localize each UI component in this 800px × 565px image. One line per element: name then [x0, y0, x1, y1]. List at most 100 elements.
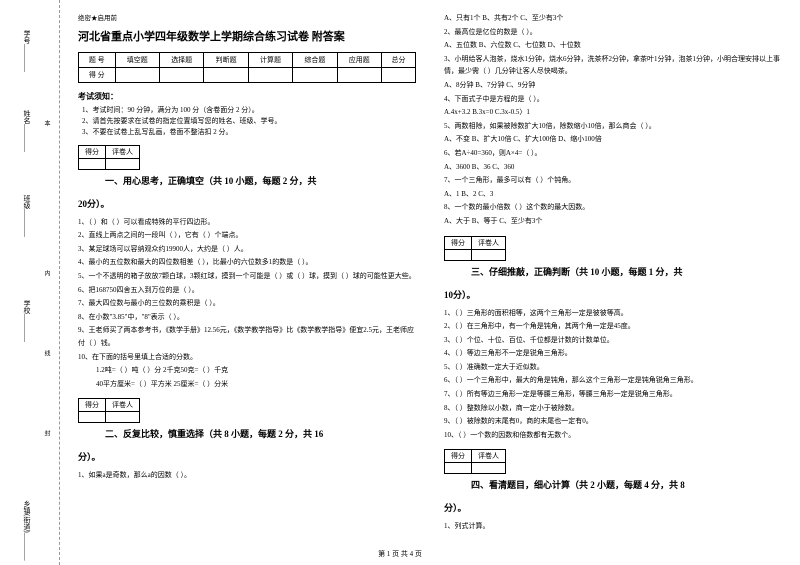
th: 选择题	[160, 53, 204, 68]
td	[381, 68, 415, 83]
margin-label-school: 学校________	[22, 300, 32, 342]
td	[79, 412, 106, 423]
td	[445, 463, 472, 474]
content-area: 绝密★启用前 河北省重点小学四年级数学上学期综合练习试卷 附答案 题 号 填空题…	[60, 0, 800, 565]
q-item: 10、在下面的括号里填上合适的分数。	[78, 351, 416, 364]
q-item: 9、（ ）被除数的末尾有0，商的末尾也一定有0。	[444, 415, 782, 428]
th: 评卷人	[106, 399, 140, 412]
q-item: 2、最高位是亿位的数是（ ）。	[444, 26, 782, 39]
table-row: 得 分	[79, 68, 416, 83]
page: 学号________ 姓名________ 班级________ 学校_____…	[0, 0, 800, 565]
th: 总分	[381, 53, 415, 68]
section-3-cont: 10分）。	[444, 288, 782, 301]
th: 评卷人	[472, 236, 506, 249]
grade-box: 得分评卷人	[444, 236, 506, 261]
q-item: 6、把168750四舍五入到万位的是（ ）。	[78, 284, 416, 297]
q-opt: A、大于 B、等于 C、至少有3个	[444, 215, 782, 228]
left-column: 绝密★启用前 河北省重点小学四年级数学上学期综合练习试卷 附答案 题 号 填空题…	[70, 12, 430, 565]
q-item: 1、列式计算。	[444, 520, 782, 533]
th: 判断题	[204, 53, 248, 68]
q-item: 8、（ ）整数除以小数，商一定小于被除数。	[444, 402, 782, 415]
q-item: 6、若A÷40=360，则A×4=（ ）。	[444, 147, 782, 160]
td	[337, 68, 381, 83]
score-table: 题 号 填空题 选择题 判断题 计算题 综合题 应用题 总分 得 分	[78, 52, 416, 83]
td: 得 分	[79, 68, 116, 83]
q-item: 1、如果a是奇数，那么a的因数（ ）。	[78, 469, 416, 482]
section-3-title: 三、仔细推敲，正确判断（共 10 小题，每题 1 分，共	[444, 265, 782, 278]
q-item: 1、（ ）和（ ）可以看成特殊的平行四边形。	[78, 216, 416, 229]
q-opt: A、只有1个 B、共有2个 C、至少有3个	[444, 12, 782, 25]
th: 题 号	[79, 53, 116, 68]
notice-item: 1、考试时间：90 分钟，满分为 100 分（含卷面分 2 分）。	[82, 105, 416, 116]
td	[472, 249, 506, 260]
q-sub: 1.2吨=（ ）吨（ ）分 2千克50克=（ ）千克	[78, 364, 416, 377]
q-item: 3、小明给客人泡茶，烧水1分钟，烧水6分钟，洗茶杯2分钟，拿茶叶1分钟，泡茶1分…	[444, 53, 782, 78]
td	[115, 68, 159, 83]
q-item: 6、（ ）一个三角形中，最大的角是钝角，那么这个三角形一定是钝角锐角三角形。	[444, 374, 782, 387]
td	[204, 68, 248, 83]
td	[445, 249, 472, 260]
q2-list: 1、如果a是奇数，那么a的因数（ ）。	[78, 469, 416, 482]
th: 评卷人	[106, 145, 140, 158]
q4-list: 1、列式计算。	[444, 520, 782, 533]
q-item: 10、（ ）一个数的因数和倍数都有无数个。	[444, 429, 782, 442]
q-opt: A、五位数 B、六位数 C、七位数 D、十位数	[444, 39, 782, 52]
th: 综合题	[293, 53, 337, 68]
td	[160, 68, 204, 83]
td	[106, 412, 140, 423]
q1-list: 1、（ ）和（ ）可以看成特殊的平行四边形。 2、直线上两点之间的一段叫（ ），…	[78, 216, 416, 391]
q-item: 7、最大四位数与最小的三位数的乘积是（ ）。	[78, 297, 416, 310]
notice-item: 3、不要在试卷上乱写乱画，卷面不整洁扣 2 分。	[82, 127, 416, 138]
secret-label: 绝密★启用前	[78, 12, 416, 22]
td	[79, 158, 106, 169]
q-item: 5、（ ）准确数一定大于近似数。	[444, 361, 782, 374]
td	[248, 68, 292, 83]
td	[472, 463, 506, 474]
section-1-title: 一、用心思考，正确填空（共 10 小题，每题 2 分，共	[78, 174, 416, 187]
notice-title: 考试须知：	[78, 91, 416, 102]
margin-label-class: 班级________	[22, 195, 32, 237]
q-sub: 40平方厘米=（ ）平方米 25厘米=（ ）分米	[78, 378, 416, 391]
td	[293, 68, 337, 83]
q-opt: A、8分钟 B、7分钟 C、9分钟	[444, 79, 782, 92]
margin-label-id: 学号________	[22, 30, 32, 72]
q-item: 9、王老师买了两本参考书，《数学手册》12.56元，《数学教学指导》比《数学教学…	[78, 324, 416, 349]
th: 得分	[445, 450, 472, 463]
exam-title: 河北省重点小学四年级数学上学期综合练习试卷 附答案	[78, 28, 416, 44]
section-4-title: 四、看清题目，细心计算（共 2 小题，每题 4 分，共 8	[444, 478, 782, 491]
section-2-title: 二、反复比较，慎重选择（共 8 小题，每题 2 分，共 16	[78, 427, 416, 440]
notice-list: 1、考试时间：90 分钟，满分为 100 分（含卷面分 2 分）。 2、请首先按…	[78, 105, 416, 139]
q2-cont-list: A、只有1个 B、共有2个 C、至少有3个 2、最高位是亿位的数是（ ）。 A、…	[444, 12, 782, 228]
q-item: 4、最小的五位数和最大的四位数相差（ ），比最小的六位数多1的数是（ ）。	[78, 256, 416, 269]
td	[106, 158, 140, 169]
th: 应用题	[337, 53, 381, 68]
right-column: A、只有1个 B、共有2个 C、至少有3个 2、最高位是亿位的数是（ ）。 A、…	[430, 12, 790, 565]
margin-hint: 本	[42, 120, 51, 126]
q-opt: A、3600 B、36 C、360	[444, 161, 782, 174]
th: 得分	[79, 145, 106, 158]
margin-hint: 封	[42, 430, 51, 436]
q3-list: 1、（ ）三角形的面积相等，这两个三角形一定是彼彼等高。 2、（ ）在三角形中，…	[444, 307, 782, 442]
th: 得分	[445, 236, 472, 249]
q-item: 3、某足球场可以容纳观众约19900人，大约是（ ）人。	[78, 243, 416, 256]
q-opt: A.4x+3.2 B.3x=0 C.3x-0.5〉1	[444, 106, 782, 119]
q-item: 5、一个不透明的箱子放放7颗白球，3颗红球，摸到一个可能是（ ）或（ ）球，摸到…	[78, 270, 416, 283]
notice-item: 2、请首先按要求在试卷的指定位置填写您的姓名、班级、学号。	[82, 116, 416, 127]
grade-box: 得分评卷人	[78, 398, 140, 423]
margin-hint: 内	[42, 270, 51, 276]
q-item: 4、下面式子中是方程的是（ ）。	[444, 93, 782, 106]
binding-margin: 学号________ 姓名________ 班级________ 学校_____…	[0, 0, 60, 565]
q-item: 7、（ ）所有等边三角形一定是等腰三角形，等腰三角形一定是锐角三角形。	[444, 388, 782, 401]
grade-box: 得分评卷人	[444, 449, 506, 474]
q-opt: A、1 B、2 C、3	[444, 188, 782, 201]
th: 得分	[79, 399, 106, 412]
th: 评卷人	[472, 450, 506, 463]
q-item: 2、直线上两点之间的一段叫（ ），它有（ ）个端点。	[78, 229, 416, 242]
q-item: 4、（ ）等边三角形不一定是锐角三角形。	[444, 347, 782, 360]
q-item: 3、（ ）个位、十位、百位、千位都是计数的计数单位。	[444, 334, 782, 347]
section-2-cont: 分）。	[78, 450, 416, 463]
table-row: 题 号 填空题 选择题 判断题 计算题 综合题 应用题 总分	[79, 53, 416, 68]
q-item: 5、两数相除，如果被除数扩大10倍，除数缩小10倍，那么商会（ ）。	[444, 120, 782, 133]
q-item: 7、一个三角形，最多可以有（ ）个钝角。	[444, 174, 782, 187]
q-item: 1、（ ）三角形的面积相等，这两个三角形一定是彼彼等高。	[444, 307, 782, 320]
